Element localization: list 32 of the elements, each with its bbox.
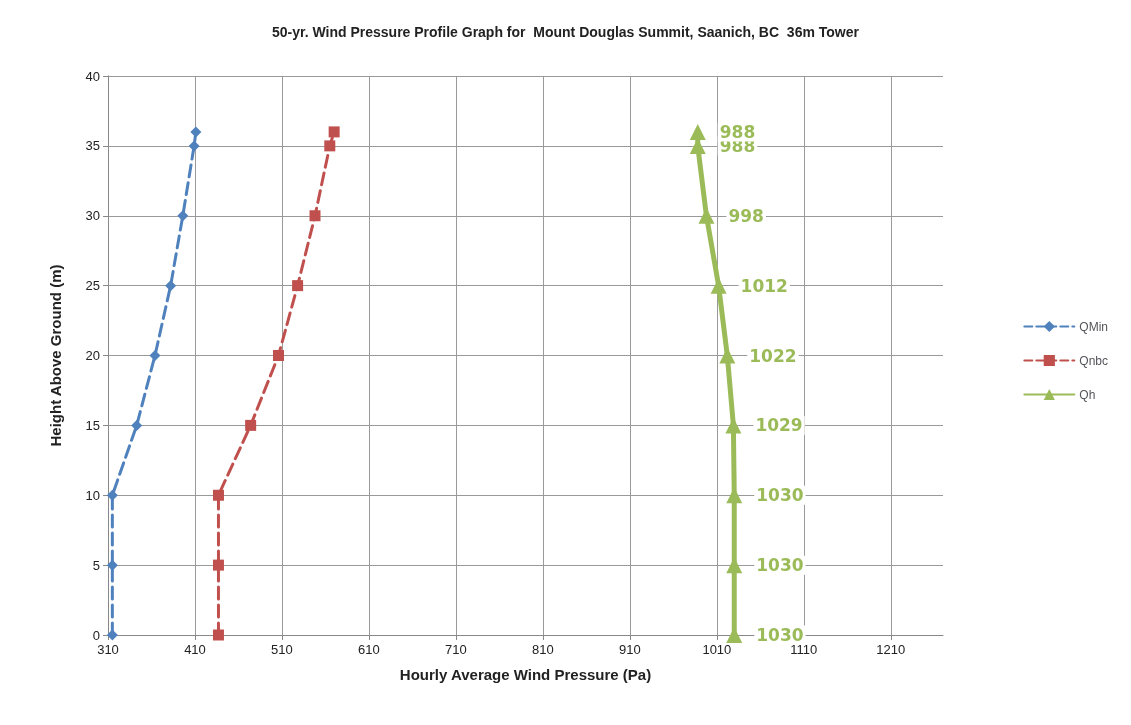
x-tick-label: 810 bbox=[532, 642, 554, 657]
data-label: 1030 bbox=[756, 555, 804, 576]
legend-label: Qnbc bbox=[1079, 353, 1109, 368]
x-tick-label: 310 bbox=[97, 642, 119, 657]
x-tick-label: 410 bbox=[184, 642, 206, 657]
legend-label: QMin bbox=[1079, 319, 1108, 334]
y-tick-label: 20 bbox=[85, 348, 100, 363]
x-tick-label: 510 bbox=[271, 642, 293, 657]
x-tick-label: 1010 bbox=[702, 642, 732, 657]
y-axis-title: Height Above Ground (m) bbox=[47, 264, 64, 447]
x-tick-label: 610 bbox=[358, 642, 380, 657]
x-tick-label: 710 bbox=[445, 642, 467, 657]
chart-title: 50-yr. Wind Pressure Profile Graph for Mount Douglas Summit, Saanich, BC 36m Tower bbox=[272, 24, 860, 40]
data-label: 1029 bbox=[755, 415, 803, 436]
x-tick-label: 910 bbox=[619, 642, 641, 657]
y-tick-label: 25 bbox=[85, 278, 100, 294]
data-label: 998 bbox=[728, 205, 764, 226]
data-label: 1030 bbox=[756, 485, 804, 506]
y-tick-label: 0 bbox=[92, 627, 100, 643]
y-tick-label: 30 bbox=[85, 208, 100, 224]
x-axis-title: Hourly Average Wind Pressure (Pa) bbox=[399, 666, 652, 683]
y-tick-label: 5 bbox=[92, 557, 100, 573]
y-tick-label: 40 bbox=[85, 68, 100, 84]
y-tick-label: 15 bbox=[85, 417, 100, 433]
legend-label: Qh bbox=[1079, 387, 1096, 402]
x-tick-label: 1110 bbox=[790, 642, 818, 657]
y-tick-label: 10 bbox=[85, 487, 100, 503]
y-tick-label: 35 bbox=[85, 138, 100, 154]
x-tick-label: 1210 bbox=[876, 642, 906, 657]
data-label: 1012 bbox=[740, 275, 788, 296]
data-label: 1022 bbox=[749, 345, 797, 366]
data-label: 1030 bbox=[756, 625, 804, 645]
